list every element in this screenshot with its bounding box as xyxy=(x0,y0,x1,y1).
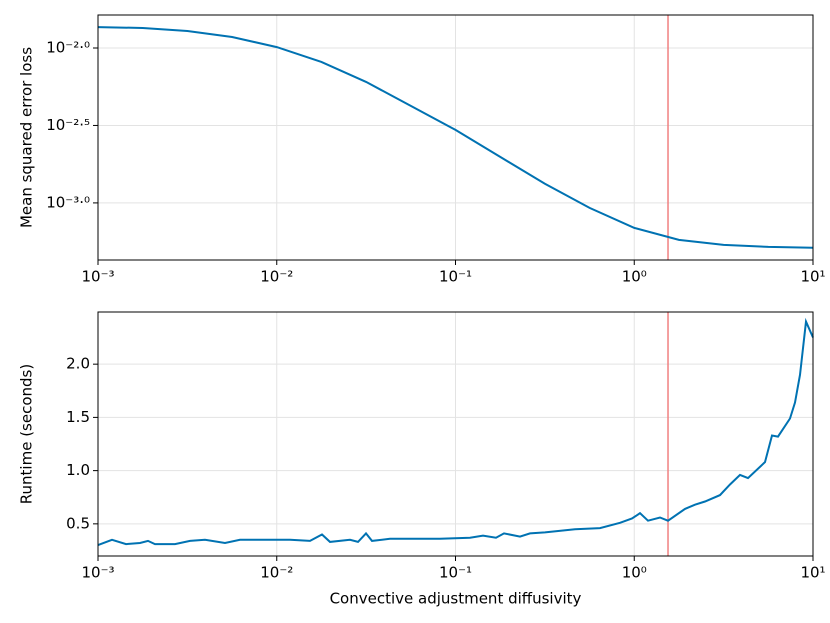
x-tick-label: 10⁻² xyxy=(260,564,293,582)
data-line xyxy=(97,26,814,249)
y-tick-label: 0.5 xyxy=(66,514,90,532)
x-tick-label: 10⁻² xyxy=(260,268,293,286)
x-tick-label: 10⁻³ xyxy=(81,564,114,582)
data-line xyxy=(97,317,814,547)
axes-frame xyxy=(97,311,814,557)
x-tick-label: 10⁰ xyxy=(622,564,647,582)
x-tick-label: 10¹ xyxy=(800,564,825,582)
x-tick-label: 10⁻¹ xyxy=(439,564,472,582)
x-tick-label: 10⁻¹ xyxy=(439,268,472,286)
x-tick-label: 10⁻³ xyxy=(81,268,114,286)
y-tick-label: 1.0 xyxy=(66,461,90,479)
y-tick-label: 2.0 xyxy=(66,355,90,373)
x-tick-label: 10⁰ xyxy=(622,268,647,286)
y-tick-label: 10⁻²·⁰ xyxy=(46,38,90,56)
y-axis-label: Mean squared error loss xyxy=(18,47,36,228)
y-tick-label: 10⁻²·⁵ xyxy=(46,116,90,134)
x-axis-label: Convective adjustment diffusivity xyxy=(330,590,582,608)
x-tick-label: 10¹ xyxy=(800,268,825,286)
y-tick-label: 10⁻³·⁰ xyxy=(46,193,90,211)
axes-frame xyxy=(97,14,814,261)
y-axis-label: Runtime (seconds) xyxy=(18,364,36,504)
y-tick-label: 1.5 xyxy=(66,408,90,426)
